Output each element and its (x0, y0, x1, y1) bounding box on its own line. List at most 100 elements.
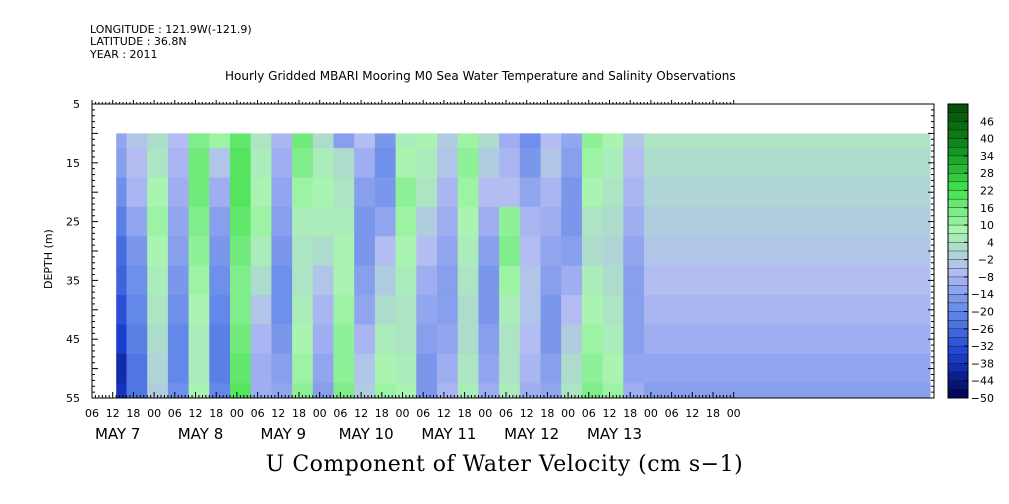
colorbar-segment (947, 354, 969, 364)
y-tick-label: 15 (66, 157, 80, 170)
heatmap-cell (271, 295, 293, 326)
heatmap-cell (416, 148, 438, 179)
heatmap-cell (478, 177, 500, 208)
heatmap-cell (333, 236, 355, 267)
x-day-label: MAY 10 (339, 425, 394, 443)
x-tick-label: 00 (644, 407, 658, 420)
heatmap-cell (457, 265, 479, 296)
heatmap-cell (623, 295, 645, 326)
heatmap-cell (561, 265, 583, 296)
heatmap-cell (333, 265, 355, 296)
heatmap-cell (519, 383, 542, 398)
heatmap-cell (623, 353, 645, 384)
x-tick-label: 12 (354, 407, 368, 420)
heatmap-cell (374, 295, 397, 326)
heatmap-cell (416, 295, 438, 326)
heatmap-cell (437, 177, 459, 208)
heatmap-cell (167, 236, 190, 267)
longitude-label: LONGITUDE : 121.9W(-121.9) (90, 23, 252, 36)
heatmap-cell (374, 324, 397, 355)
heatmap-cell (292, 236, 314, 267)
colorbar-segment (947, 181, 969, 191)
x-tick-label: 12 (437, 407, 451, 420)
heatmap-cell (209, 236, 231, 267)
heatmap-cell (437, 265, 459, 296)
heatmap-cell (561, 295, 583, 326)
x-tick-label: 06 (85, 407, 99, 420)
heatmap-cell (499, 353, 521, 384)
heatmap-cell (499, 383, 521, 398)
heatmap-cell (116, 148, 128, 179)
x-day-label: MAY 12 (504, 425, 559, 443)
heatmap-cell (395, 383, 417, 398)
heatmap-cell (374, 177, 397, 208)
heatmap-cell (478, 295, 500, 326)
colorbar-segment (947, 224, 969, 235)
heatmap-cell (209, 295, 231, 326)
heatmap-cell (561, 383, 583, 398)
heatmap-cell (167, 265, 190, 296)
heatmap-cell (188, 177, 210, 208)
heatmap-cell (209, 148, 231, 179)
x-tick-label: 18 (375, 407, 389, 420)
heatmap-cell (333, 133, 355, 149)
heatmap-cell (540, 148, 562, 179)
heatmap-cell (437, 383, 459, 398)
heatmap-cell (602, 383, 624, 398)
heatmap-cell (644, 383, 931, 398)
colorbar-segment (947, 302, 969, 313)
colorbar: 46 40 34 28 22 16 10 4 −2 −8 −14 −20 −26 −32 −38 −44 −50 (947, 103, 994, 405)
heatmap-cell (416, 133, 438, 149)
x-day-label: MAY 9 (261, 425, 307, 443)
heatmap-cell (395, 265, 417, 296)
heatmap-cell (188, 353, 210, 384)
heatmap-cell (519, 206, 542, 237)
heatmap-cell (395, 236, 417, 267)
heatmap-cell (167, 324, 190, 355)
heatmap-cell (271, 177, 293, 208)
heatmap-cell (354, 383, 376, 398)
heatmap-cell (581, 383, 604, 398)
heatmap-cell (230, 236, 252, 267)
heatmap-cell (581, 353, 604, 384)
year-label: YEAR : 2011 (90, 48, 158, 61)
heatmap-cell (457, 295, 479, 326)
heatmap-cell (374, 206, 397, 237)
heatmap-cell (147, 353, 169, 384)
heatmap-cell (540, 206, 562, 237)
heatmap-cell (457, 353, 479, 384)
heatmap-cell (312, 206, 335, 237)
heatmap-cell (167, 148, 190, 179)
colorbar-tick-label: 16 (980, 202, 994, 215)
heatmap-cell (395, 353, 417, 384)
colorbar-tick-label: −2 (978, 254, 994, 267)
heatmap-cell (644, 177, 931, 208)
heatmap-cell (540, 295, 562, 326)
heatmap-cell (623, 148, 645, 179)
heatmap-cell (147, 133, 169, 149)
heatmap-cell (354, 148, 376, 179)
colorbar-segment (947, 172, 969, 183)
colorbar-segment (947, 242, 969, 252)
heatmap-cell (540, 133, 562, 149)
colorbar-segment (947, 328, 969, 338)
heatmap-cell (116, 324, 128, 355)
heatmap-cell (602, 295, 624, 326)
x-day-label: MAY 8 (178, 425, 224, 443)
x-tick-label: 18 (292, 407, 306, 420)
x-tick-label: 18 (706, 407, 720, 420)
heatmap-cell (167, 383, 190, 398)
heatmap-cell (209, 177, 231, 208)
heatmap-cell (540, 383, 562, 398)
heatmap-cell (561, 206, 583, 237)
heatmap-cell (437, 353, 459, 384)
heatmap-cell (457, 133, 479, 149)
heatmap-cells (116, 133, 931, 398)
x-tick-label: 00 (230, 407, 244, 420)
heatmap-cell (147, 383, 169, 398)
heatmap-cell (519, 177, 542, 208)
x-tick-label: 00 (561, 407, 575, 420)
colorbar-tick-label: 4 (987, 236, 994, 249)
heatmap-cell (499, 324, 521, 355)
x-tick-label: 00 (396, 407, 410, 420)
